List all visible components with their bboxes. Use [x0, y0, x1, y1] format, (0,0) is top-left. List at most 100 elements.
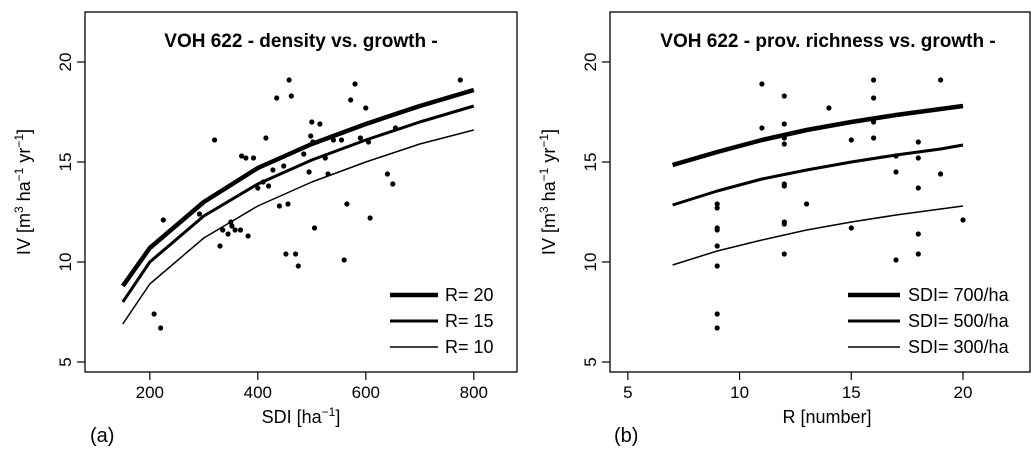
y-tick-label-b-3: 20 — [581, 53, 600, 72]
curve-b-1 — [672, 143, 964, 207]
legend-label-sdi500: SDI= 500/ha — [908, 311, 1010, 331]
data-point-b-10 — [781, 251, 787, 257]
data-point-a-11 — [237, 227, 244, 233]
data-point-a-4 — [212, 137, 218, 143]
data-point-a-30 — [301, 151, 307, 157]
legend-a: R= 20 R= 15 R= 10 — [390, 285, 494, 357]
x-axis-label-a: SDI [ha−1] — [262, 405, 341, 427]
data-point-b-0 — [714, 325, 720, 331]
data-point-b-31 — [915, 231, 921, 237]
data-point-b-5 — [714, 225, 720, 231]
data-point-a-21 — [274, 95, 280, 101]
panel-label-a: (a) — [90, 425, 114, 447]
legend-label-r15: R= 15 — [445, 311, 494, 331]
data-point-a-39 — [330, 137, 336, 143]
plot-frame-a — [84, 11, 518, 373]
data-point-b-28 — [893, 169, 899, 175]
data-point-a-51 — [392, 125, 399, 131]
data-point-a-41 — [341, 257, 347, 263]
data-point-a-37 — [322, 155, 328, 161]
data-point-b-6 — [714, 205, 720, 211]
y-axis-label-a: IV [m3 ha−1 yr−1] — [12, 129, 34, 255]
data-point-a-47 — [365, 139, 372, 145]
data-point-a-3 — [196, 211, 203, 217]
data-point-a-49 — [384, 171, 390, 177]
data-point-a-52 — [457, 77, 463, 83]
data-point-a-20 — [270, 167, 276, 173]
panel-a: VOH 622 - density vs. growth - 200 400 600… — [12, 11, 518, 447]
x-tick-label-b-1: 10 — [730, 383, 749, 402]
data-point-b-16 — [781, 135, 787, 141]
data-point-b-26 — [871, 77, 877, 83]
y-axis-a: 5 10 15 20 — [56, 53, 85, 367]
data-point-a-1 — [158, 325, 164, 331]
data-point-a-5 — [217, 243, 223, 249]
data-point-a-45 — [357, 135, 363, 141]
data-point-a-27 — [288, 93, 294, 99]
data-point-a-9 — [229, 223, 235, 229]
data-point-a-48 — [367, 215, 373, 221]
data-point-a-28 — [293, 251, 299, 257]
data-point-b-14 — [781, 181, 787, 187]
data-point-b-2 — [714, 263, 720, 269]
data-point-a-31 — [306, 169, 312, 175]
x-tick-label-b-2: 15 — [842, 383, 861, 402]
x-tick-label-b-3: 20 — [954, 383, 973, 402]
x-tick-label-a-0: 200 — [136, 383, 164, 402]
data-point-a-32 — [308, 133, 314, 139]
data-point-a-15 — [250, 155, 257, 161]
data-point-a-29 — [295, 263, 301, 269]
data-point-a-12 — [239, 153, 245, 159]
data-point-a-16 — [255, 185, 261, 191]
data-point-a-23 — [281, 163, 287, 169]
curves-a — [120, 87, 475, 325]
data-point-b-30 — [915, 251, 921, 257]
data-point-a-14 — [245, 233, 251, 239]
y-tick-label-b-0: 5 — [581, 357, 600, 366]
data-point-a-8 — [228, 219, 234, 225]
y-tick-label-a-3: 20 — [56, 53, 75, 72]
data-point-a-7 — [225, 231, 231, 237]
data-point-a-18 — [263, 135, 269, 141]
data-point-b-20 — [826, 105, 832, 111]
data-point-a-2 — [160, 217, 166, 223]
x-axis-label-b: R [number] — [782, 407, 871, 427]
y-axis-label-b: IV [m3 ha−1 yr−1] — [537, 129, 559, 255]
legend-b: SDI= 700/ha SDI= 500/ha SDI= 300/ha — [848, 285, 1010, 357]
data-point-a-34 — [310, 139, 316, 145]
data-point-b-1 — [714, 311, 720, 317]
data-point-b-8 — [759, 125, 765, 131]
chart-title-a: VOH 622 - density vs. growth - — [164, 31, 437, 52]
data-point-b-12 — [781, 219, 787, 225]
panel-b: VOH 622 - prov. richness vs. growth - 5 1… — [537, 11, 1031, 447]
data-point-b-35 — [938, 171, 944, 177]
data-point-b-33 — [915, 155, 921, 161]
data-point-a-50 — [390, 181, 396, 187]
x-tick-label-a-1: 400 — [244, 383, 272, 402]
data-point-b-23 — [871, 135, 877, 141]
data-point-a-0 — [151, 311, 157, 317]
data-point-b-21 — [848, 225, 854, 231]
data-point-a-10 — [232, 227, 238, 233]
data-point-a-38 — [325, 171, 331, 177]
data-point-a-44 — [352, 81, 358, 87]
data-point-a-17 — [260, 179, 266, 185]
data-point-a-6 — [220, 227, 226, 233]
data-point-b-37 — [960, 217, 966, 223]
y-tick-label-a-1: 10 — [56, 253, 75, 272]
data-point-a-33 — [309, 119, 315, 125]
legend-label-sdi700: SDI= 700/ha — [908, 285, 1010, 305]
y-tick-label-a-2: 15 — [56, 153, 75, 172]
data-point-a-26 — [286, 77, 292, 83]
data-point-b-36 — [938, 77, 944, 83]
x-tick-label-b-0: 5 — [623, 383, 632, 402]
y-tick-label-b-2: 15 — [581, 153, 600, 172]
points-b — [714, 77, 966, 331]
x-tick-label-a-2: 600 — [352, 383, 380, 402]
chart-title-b: VOH 622 - prov. richness vs. growth - — [660, 31, 995, 52]
data-point-b-34 — [915, 139, 921, 145]
data-point-b-15 — [781, 141, 787, 147]
data-point-b-18 — [781, 93, 787, 99]
data-point-b-24 — [871, 119, 877, 125]
data-point-a-22 — [276, 203, 282, 209]
